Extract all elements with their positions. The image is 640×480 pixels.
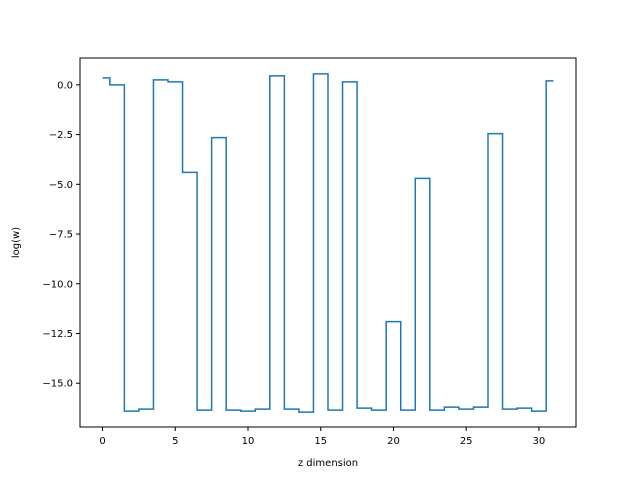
x-tick-label: 30: [533, 436, 546, 447]
x-axis-ticks: 0 5 10 15 20 25 30: [99, 427, 545, 447]
y-tick-label: 0.0: [57, 80, 73, 91]
y-tick-label: −7.5: [49, 230, 73, 241]
x-tick-label: 0: [99, 436, 105, 447]
x-tick-label: 10: [242, 436, 255, 447]
x-tick-label: 5: [172, 436, 178, 447]
series-line: [102, 73, 554, 413]
y-tick-label: −10.0: [42, 279, 73, 290]
y-tick-label: −12.5: [42, 329, 73, 340]
x-tick-label: 25: [460, 436, 473, 447]
x-tick-label: 15: [314, 436, 327, 447]
y-axis-label: log(w): [11, 227, 22, 258]
y-tick-label: −15.0: [42, 379, 73, 390]
plot-area: [102, 73, 554, 413]
y-tick-label: −2.5: [49, 130, 73, 141]
x-tick-label: 20: [387, 436, 400, 447]
x-axis-label: z dimension: [298, 458, 358, 469]
y-axis-ticks: 0.0 −2.5 −5.0 −7.5 −10.0 −12.5 −15.0: [42, 80, 80, 390]
axes-frame: [79, 57, 577, 428]
y-tick-label: −5.0: [49, 180, 73, 191]
